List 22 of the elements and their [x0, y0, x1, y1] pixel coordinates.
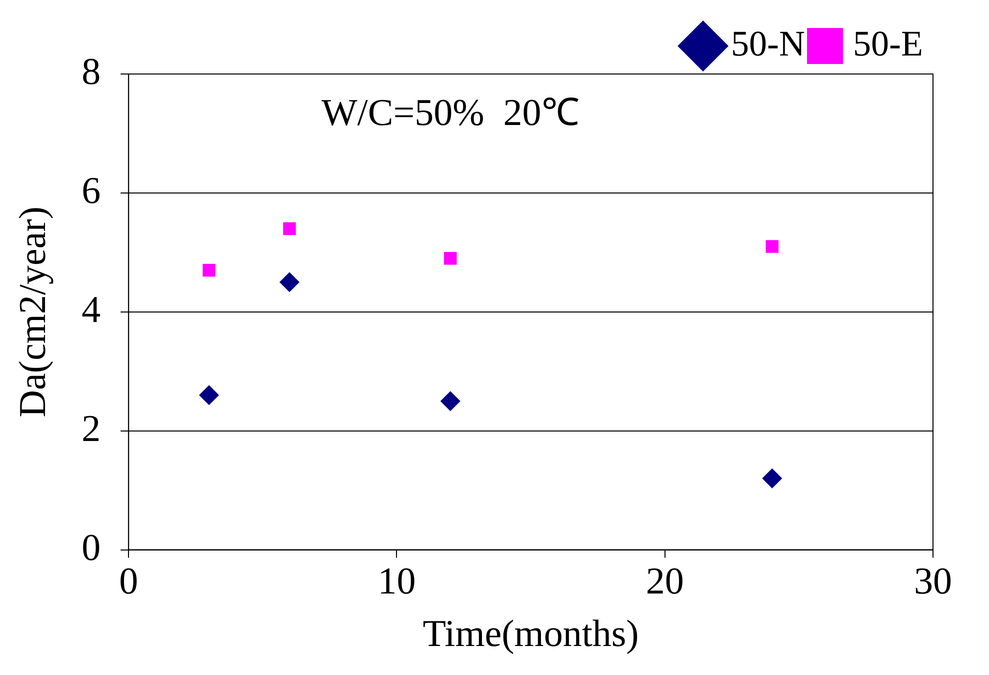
point — [283, 222, 296, 235]
x-tick-label: 30 — [914, 560, 952, 603]
legend-label: 50-E — [853, 23, 924, 64]
y-tick-label: 6 — [82, 170, 101, 212]
point — [199, 385, 220, 406]
point — [444, 252, 457, 265]
point — [202, 264, 216, 277]
annotation: W/C=50% 20℃ — [321, 92, 580, 134]
point — [762, 468, 782, 488]
y-tick-label: 0 — [82, 526, 101, 569]
x-tick-label: 0 — [119, 560, 138, 603]
y-tick-label: 4 — [82, 288, 101, 331]
point — [440, 391, 460, 412]
x-axis-title: Time(months) — [422, 613, 639, 656]
x-tick-label: 10 — [378, 560, 416, 603]
y-axis-title: Da(cm2/year) — [12, 206, 54, 418]
point — [279, 272, 300, 292]
point — [766, 240, 778, 253]
y-tick-label: 2 — [82, 408, 101, 450]
y-tick-label: 8 — [82, 50, 101, 93]
x-tick-label: 20 — [646, 560, 684, 603]
legend-label: 50-N — [731, 23, 806, 64]
